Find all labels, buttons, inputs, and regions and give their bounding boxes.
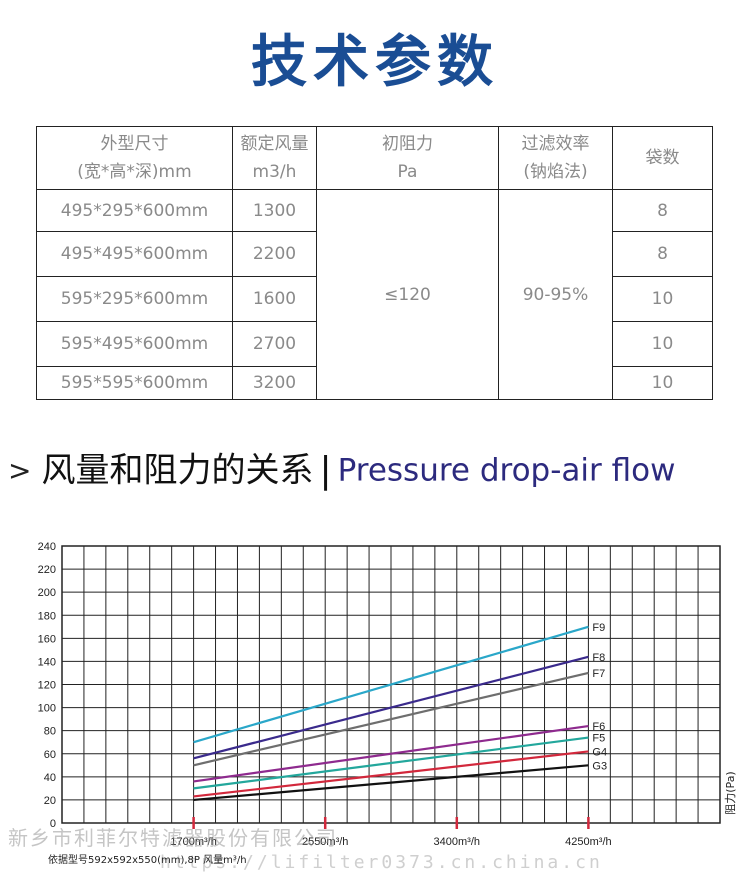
- series-label-f7: F7: [592, 668, 605, 680]
- cell-size: 495*295*600mm: [36, 189, 233, 232]
- y-tick-label: 200: [38, 587, 56, 599]
- cell-size: 495*495*600mm: [36, 231, 233, 277]
- table-row: 595*595*600mm 3200 10: [36, 366, 713, 400]
- cell-bags: 10: [612, 276, 713, 322]
- cell-bags: 8: [612, 189, 713, 232]
- series-label-f9: F9: [592, 622, 605, 634]
- table-header-row: 外型尺寸 (宽*高*深)mm 额定风量 m3/h 初阻力 Pa 过滤效率 (钠焰法) 袋…: [36, 126, 713, 190]
- y-tick-label: 100: [38, 703, 56, 715]
- y-tick-label: 120: [38, 680, 56, 692]
- cell-airflow: 1300: [232, 189, 317, 232]
- cell-airflow: 2700: [232, 321, 317, 367]
- y-tick-label: 220: [38, 564, 56, 576]
- watermark-url: https://lifilter0373.cn.china.cn: [160, 852, 603, 873]
- series-label-f6: F6: [592, 721, 605, 733]
- series-line-g4: [193, 750, 589, 798]
- cell-airflow: 2200: [232, 231, 317, 277]
- cell-size: 595*295*600mm: [36, 276, 233, 322]
- series-label-g3: G3: [592, 760, 607, 772]
- section-separator: |: [319, 449, 332, 491]
- cell-size: 595*495*600mm: [36, 321, 233, 367]
- section-title-en: Pressure drop-air flow: [337, 452, 676, 489]
- y-tick-label: 20: [44, 795, 56, 807]
- series-label-f5: F5: [592, 733, 605, 745]
- section-title-zh: 风量和阻力的关系: [41, 450, 314, 491]
- header-size: 外型尺寸 (宽*高*深)mm: [36, 126, 233, 190]
- y-tick-label: 140: [38, 656, 56, 668]
- spec-table: 外型尺寸 (宽*高*深)mm 额定风量 m3/h 初阻力 Pa 过滤效率 (钠焰法) 袋…: [36, 126, 713, 400]
- cell-airflow: 1600: [232, 276, 317, 322]
- series-line-f7: [193, 671, 589, 767]
- chart-footnote: 依据型号592x592x550(mm),8P 风量m³/h: [48, 855, 247, 866]
- x-tick-label: 2550m³/h: [302, 836, 348, 848]
- header-airflow: 额定风量 m3/h: [232, 126, 317, 190]
- x-tick-label: 1700m³/h: [170, 836, 216, 848]
- section-heading: > 风量和阻力的关系 | Pressure drop-air flow: [8, 444, 748, 496]
- chevron-right-icon: >: [8, 453, 32, 487]
- pressure-airflow-chart: 0 20 40 60 80 100 120 140 160 180 200 220 240 1700m³/…: [38, 541, 737, 848]
- series-label-f8: F8: [592, 652, 605, 664]
- y-tick-label: 0: [50, 818, 56, 830]
- x-tick-label: 3400m³/h: [434, 836, 480, 848]
- cell-efficiency: 90-95%: [498, 189, 613, 400]
- header-efficiency: 过滤效率 (钠焰法): [498, 126, 613, 190]
- table-row: 595*495*600mm 2700 10: [36, 321, 713, 367]
- cell-resistance: ≤120: [316, 189, 499, 400]
- watermark-company: 新乡市利菲尔特滤器股份有限公司: [8, 826, 338, 850]
- cell-size: 595*595*600mm: [36, 366, 233, 400]
- y-tick-label: 240: [38, 541, 56, 553]
- cell-bags: 8: [612, 231, 713, 277]
- y-tick-label: 160: [38, 633, 56, 645]
- page-title: 技术参数: [251, 30, 499, 95]
- x-tick-label: 4250m³/h: [565, 836, 611, 848]
- cell-bags: 10: [612, 321, 713, 367]
- series-line-f5: [193, 736, 589, 790]
- header-resistance: 初阻力 Pa: [316, 126, 499, 190]
- y-tick-label: 80: [44, 726, 56, 738]
- series-line-g3: [193, 764, 589, 802]
- y-tick-label: 60: [44, 749, 56, 761]
- table-row: 495*495*600mm 2200 8: [36, 231, 713, 277]
- table-row: 495*295*600mm 1300 ≤120 90-95% 8: [36, 189, 713, 400]
- cell-airflow: 3200: [232, 366, 317, 400]
- series-line-f8: [193, 655, 589, 760]
- series-line-f9: [193, 625, 589, 744]
- cell-bags: 10: [612, 366, 713, 400]
- header-bags: 袋数: [612, 126, 713, 190]
- series-label-g4: G4: [592, 746, 607, 758]
- y-tick-label: 40: [44, 772, 56, 784]
- plot-frame: [61, 545, 721, 824]
- series-line-f6: [193, 724, 589, 783]
- y-axis-label: 阻力(Pa): [724, 771, 737, 814]
- y-tick-label: 180: [38, 610, 56, 622]
